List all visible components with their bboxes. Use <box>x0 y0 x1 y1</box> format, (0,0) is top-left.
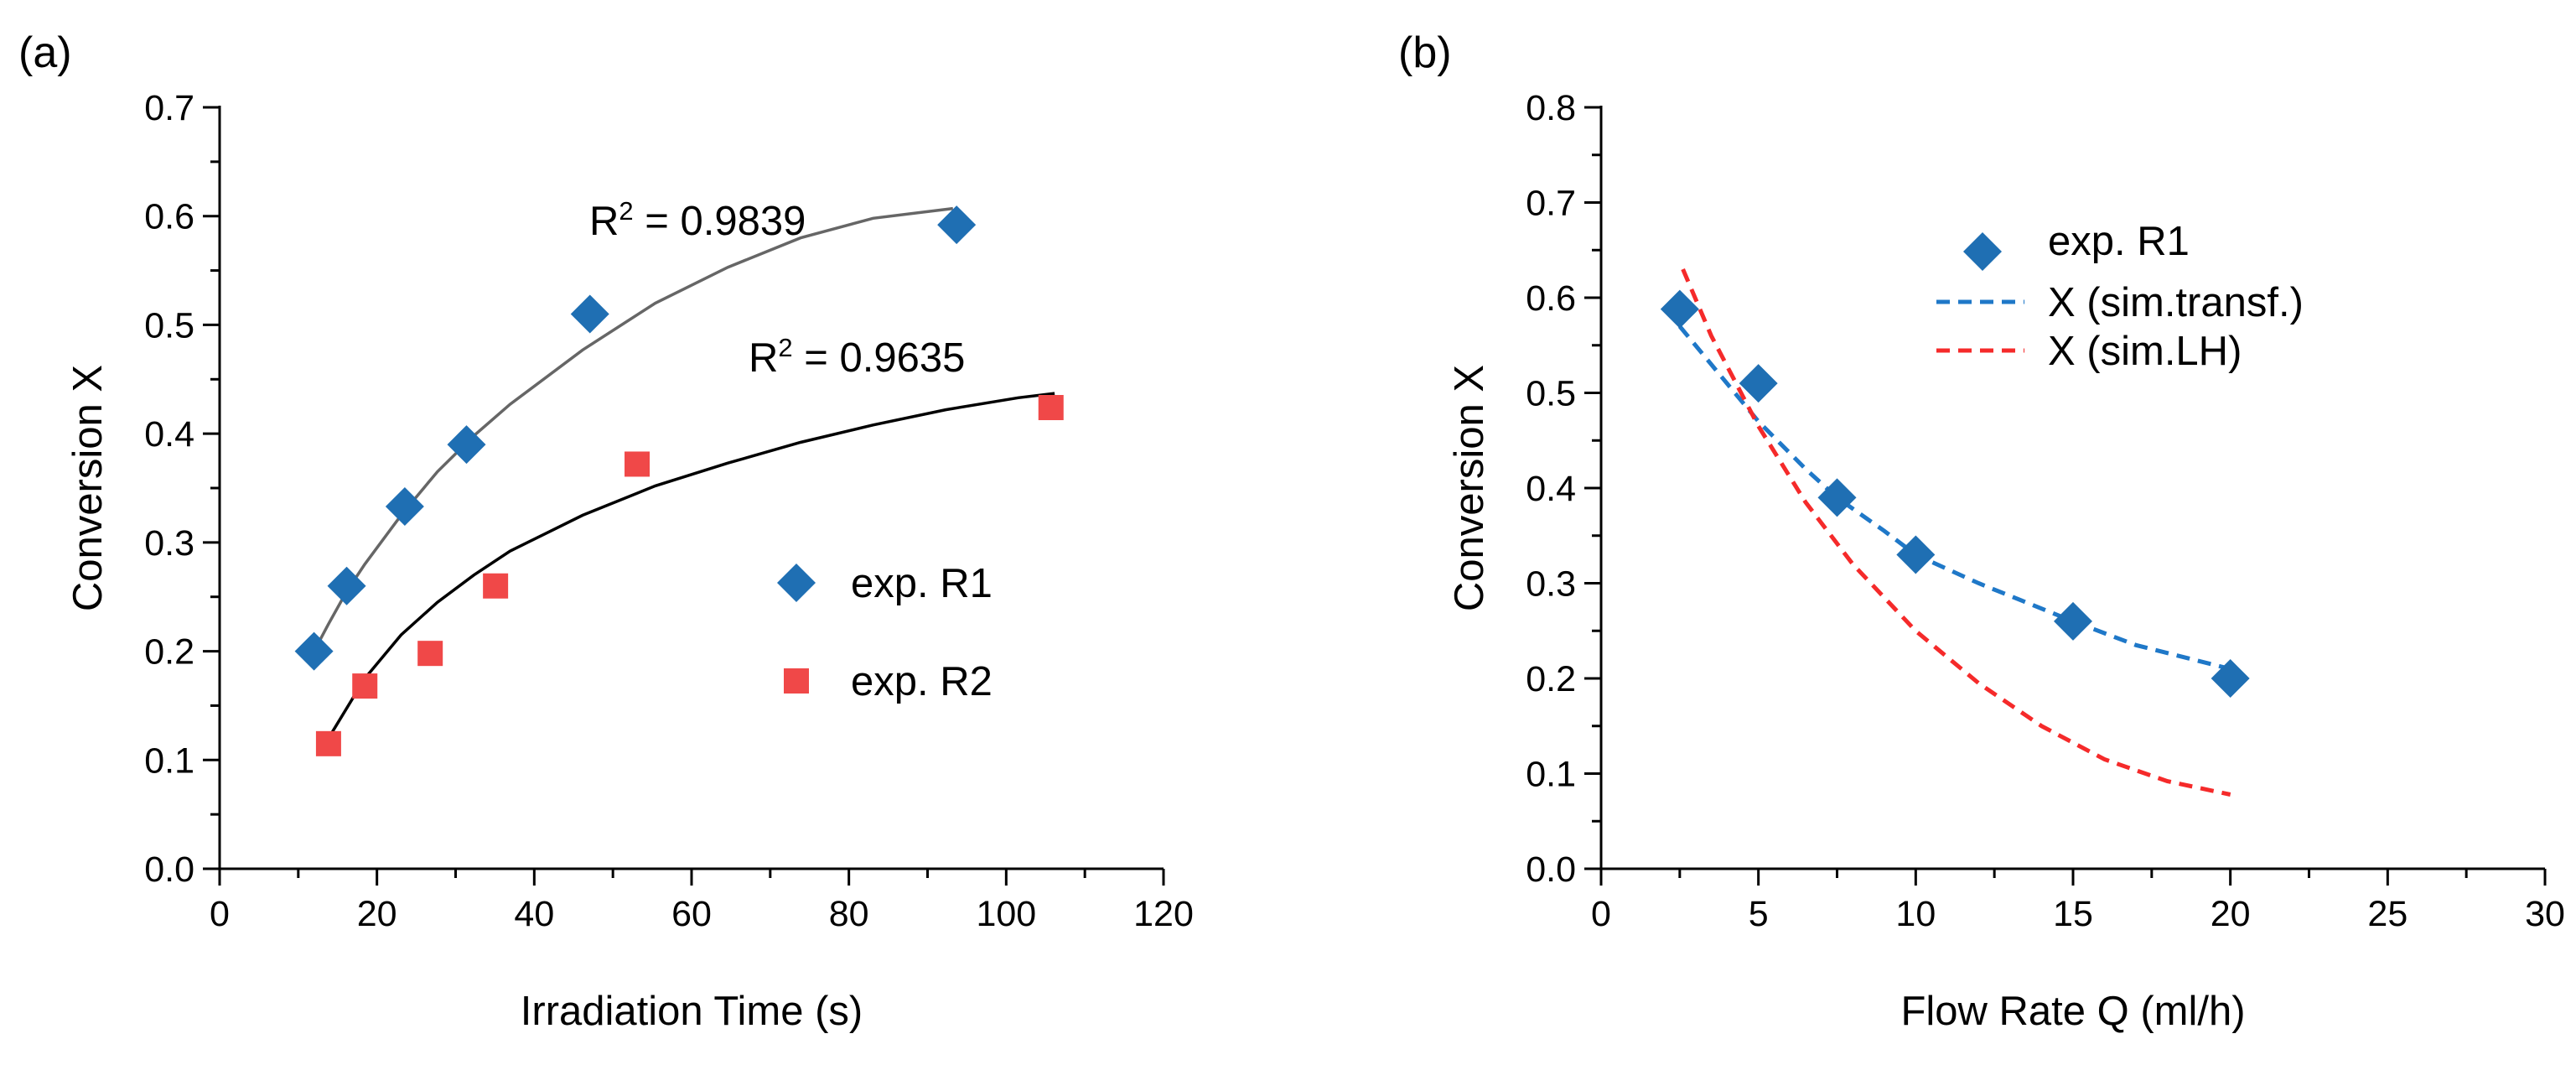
y-tick-label: 0.7 <box>1526 184 1576 224</box>
data-point-r1 <box>327 566 366 605</box>
x-axis-title: Flow Rate Q (ml/h) <box>1900 989 2245 1034</box>
x-tick-label: 100 <box>976 894 1036 934</box>
r2-annotation: R2 = 0.9839 <box>589 196 806 244</box>
x-tick-label: 5 <box>1749 894 1769 934</box>
x-tick-label: 30 <box>2525 894 2565 934</box>
y-tick-label: 0.0 <box>144 849 194 890</box>
data-point-r2 <box>417 641 443 667</box>
data-point-r1 <box>1739 364 1778 403</box>
r2-letter: R <box>589 199 619 244</box>
x-axis-title: Irradiation Time (s) <box>521 989 863 1034</box>
y-tick-label: 0.3 <box>144 523 194 564</box>
x-tick-label: 15 <box>2053 894 2093 934</box>
legend: exp. R1 X (sim.transf.)X (sim.LH) <box>1936 219 2304 374</box>
x-tick-label: 10 <box>1895 894 1936 934</box>
panel-label: (a) <box>18 29 72 77</box>
r2-superscript: 2 <box>619 196 633 226</box>
y-tick-label: 0.8 <box>1526 88 1576 128</box>
y-tick-label: 0.5 <box>1526 374 1576 414</box>
y-tick-label: 0.3 <box>1526 564 1576 605</box>
panel-label: (b) <box>1398 29 1452 77</box>
legend-label: exp. R1 <box>851 561 993 606</box>
r2-superscript: 2 <box>778 333 792 362</box>
legend-marker <box>1963 232 2002 271</box>
data-point-r2 <box>625 451 650 477</box>
y-tick-label: 0.1 <box>144 740 194 781</box>
data-point-r1 <box>2054 601 2092 641</box>
y-tick-label: 0.4 <box>144 414 194 455</box>
data-point-r1 <box>294 631 334 671</box>
legend-label: exp. R2 <box>851 659 993 704</box>
data-point-r1 <box>1896 535 1936 574</box>
data-point-r2 <box>352 673 378 699</box>
sim-line <box>1681 268 2231 797</box>
data-point-r2 <box>483 573 509 599</box>
data-point-r1 <box>1660 289 1699 329</box>
legend-marker <box>784 668 809 694</box>
y-tick-label: 0.4 <box>1526 469 1576 509</box>
y-tick-label: 0.6 <box>1526 278 1576 319</box>
legend-marker <box>777 564 816 602</box>
x-tick-label: 20 <box>357 894 397 934</box>
data-point-r1 <box>570 294 609 334</box>
data-point-r1 <box>385 487 424 527</box>
x-tick-label: 120 <box>1133 894 1194 934</box>
legend: exp. R1 exp. R2 <box>777 561 993 704</box>
y-tick-label: 0.6 <box>144 197 194 237</box>
legend-label: exp. R1 <box>2048 219 2190 264</box>
x-tick-label: 25 <box>2367 894 2408 934</box>
r2-value: = 0.9839 <box>634 199 806 244</box>
fit-curve <box>327 392 1055 740</box>
data-point-r1 <box>447 425 486 465</box>
x-tick-label: 0 <box>1591 894 1611 934</box>
x-tick-label: 0 <box>210 894 230 934</box>
y-axis-title: Conversion X <box>1447 365 1492 611</box>
x-tick-label: 80 <box>829 894 869 934</box>
sim-line <box>1677 325 2231 672</box>
data-point-r1 <box>2211 659 2250 698</box>
y-tick-label: 0.5 <box>144 305 194 345</box>
panel-a: 0 20 40 60 80 100 120 0.0 0.1 0.2 0.3 0.4 0.5 0.6 0.7 I… <box>18 29 1194 1034</box>
data-point-r1 <box>1817 478 1857 517</box>
y-tick-label: 0.0 <box>1526 849 1576 890</box>
legend-label: X (sim.transf.) <box>2048 280 2304 325</box>
y-tick-label: 0.7 <box>144 88 194 128</box>
x-tick-label: 20 <box>2211 894 2251 934</box>
data-point-r1 <box>937 205 977 245</box>
data-point-r2 <box>315 730 341 756</box>
panel-b: 0 5 10 15 20 25 30 0.0 0.1 0.2 0.3 0.4 0.5 0.6 0.7 0.8 F… <box>1398 29 2565 1034</box>
y-tick-label: 0.1 <box>1526 755 1576 795</box>
legend-label: X (sim.LH) <box>2048 329 2242 374</box>
x-tick-label: 60 <box>671 894 712 934</box>
r2-value: = 0.9635 <box>793 335 966 381</box>
y-tick-label: 0.2 <box>1526 659 1576 699</box>
y-axis-title: Conversion X <box>65 365 111 611</box>
r2-letter: R <box>749 335 778 381</box>
x-tick-label: 40 <box>514 894 554 934</box>
r2-annotation: R2 = 0.9635 <box>749 333 965 381</box>
y-tick-label: 0.2 <box>144 632 194 673</box>
data-point-r2 <box>1038 395 1064 421</box>
